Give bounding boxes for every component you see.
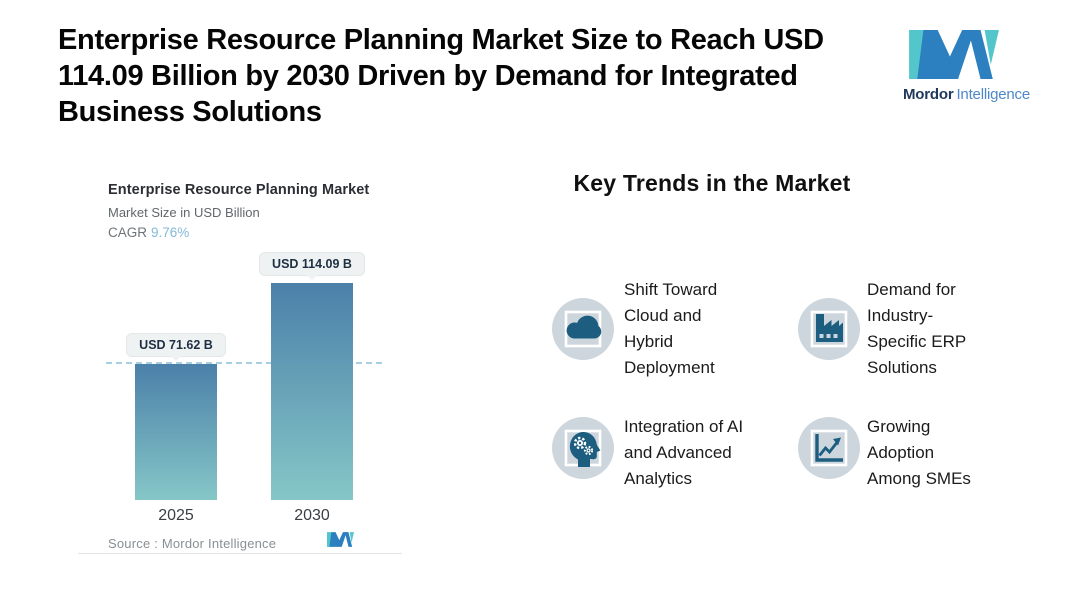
trend-label: Shift Toward Cloud and Hybrid Deployment bbox=[624, 280, 718, 377]
chart-title: Enterprise Resource Planning Market bbox=[108, 182, 370, 198]
trends-heading: Key Trends in the Market bbox=[573, 170, 851, 196]
brand-name-primary: Mordor bbox=[903, 86, 954, 103]
factory-icon bbox=[798, 298, 860, 360]
trend-label: Demand for Industry- Specific ERP Soluti… bbox=[867, 280, 967, 377]
trend-label: Growing Adoption Among SMEs bbox=[867, 417, 971, 488]
source-note: Source : Mordor Intelligence bbox=[108, 536, 277, 551]
cagr-label: CAGR bbox=[108, 225, 148, 240]
trend-label: Integration of AI and Advanced Analytics bbox=[624, 417, 744, 488]
bar-chart-plot: USD 71.62 B USD 114.09 B bbox=[106, 248, 382, 500]
bar-2030 bbox=[271, 283, 353, 500]
pill-pointer bbox=[171, 356, 181, 361]
pill-pointer bbox=[307, 275, 317, 280]
bar-value-pill: USD 71.62 B bbox=[126, 333, 226, 361]
bar-value-pill: USD 114.09 B bbox=[259, 252, 365, 280]
brand-logo: Mordor Intelligence bbox=[903, 30, 1030, 103]
x-axis-label-2030: 2030 bbox=[294, 507, 330, 524]
chart-cagr: CAGR 9.76% bbox=[108, 225, 189, 240]
mordor-logo-icon bbox=[909, 30, 999, 79]
bar-group-2025: USD 71.62 B bbox=[126, 333, 226, 500]
bar-value-label: USD 114.09 B bbox=[272, 257, 352, 271]
x-axis-label-2025: 2025 bbox=[158, 507, 194, 524]
page-title: Enterprise Resource Planning Market Size… bbox=[58, 24, 824, 128]
chart-subtitle: Market Size in USD Billion bbox=[108, 205, 260, 220]
bar-group-2030: USD 114.09 B bbox=[259, 252, 365, 500]
brand-name-secondary: Intelligence bbox=[956, 86, 1030, 103]
growth-chart-icon bbox=[798, 417, 860, 479]
mordor-logo-icon bbox=[327, 532, 354, 547]
brand-name: Mordor Intelligence bbox=[903, 86, 1030, 103]
bar-value-label: USD 71.62 B bbox=[139, 338, 213, 352]
bar-2025 bbox=[135, 364, 217, 500]
ai-head-icon bbox=[552, 417, 614, 479]
market-chart-card: Enterprise Resource Planning Market Mark… bbox=[78, 160, 402, 554]
cloud-icon bbox=[552, 298, 614, 360]
reference-line bbox=[106, 362, 382, 364]
cagr-value: 9.76% bbox=[151, 225, 190, 240]
